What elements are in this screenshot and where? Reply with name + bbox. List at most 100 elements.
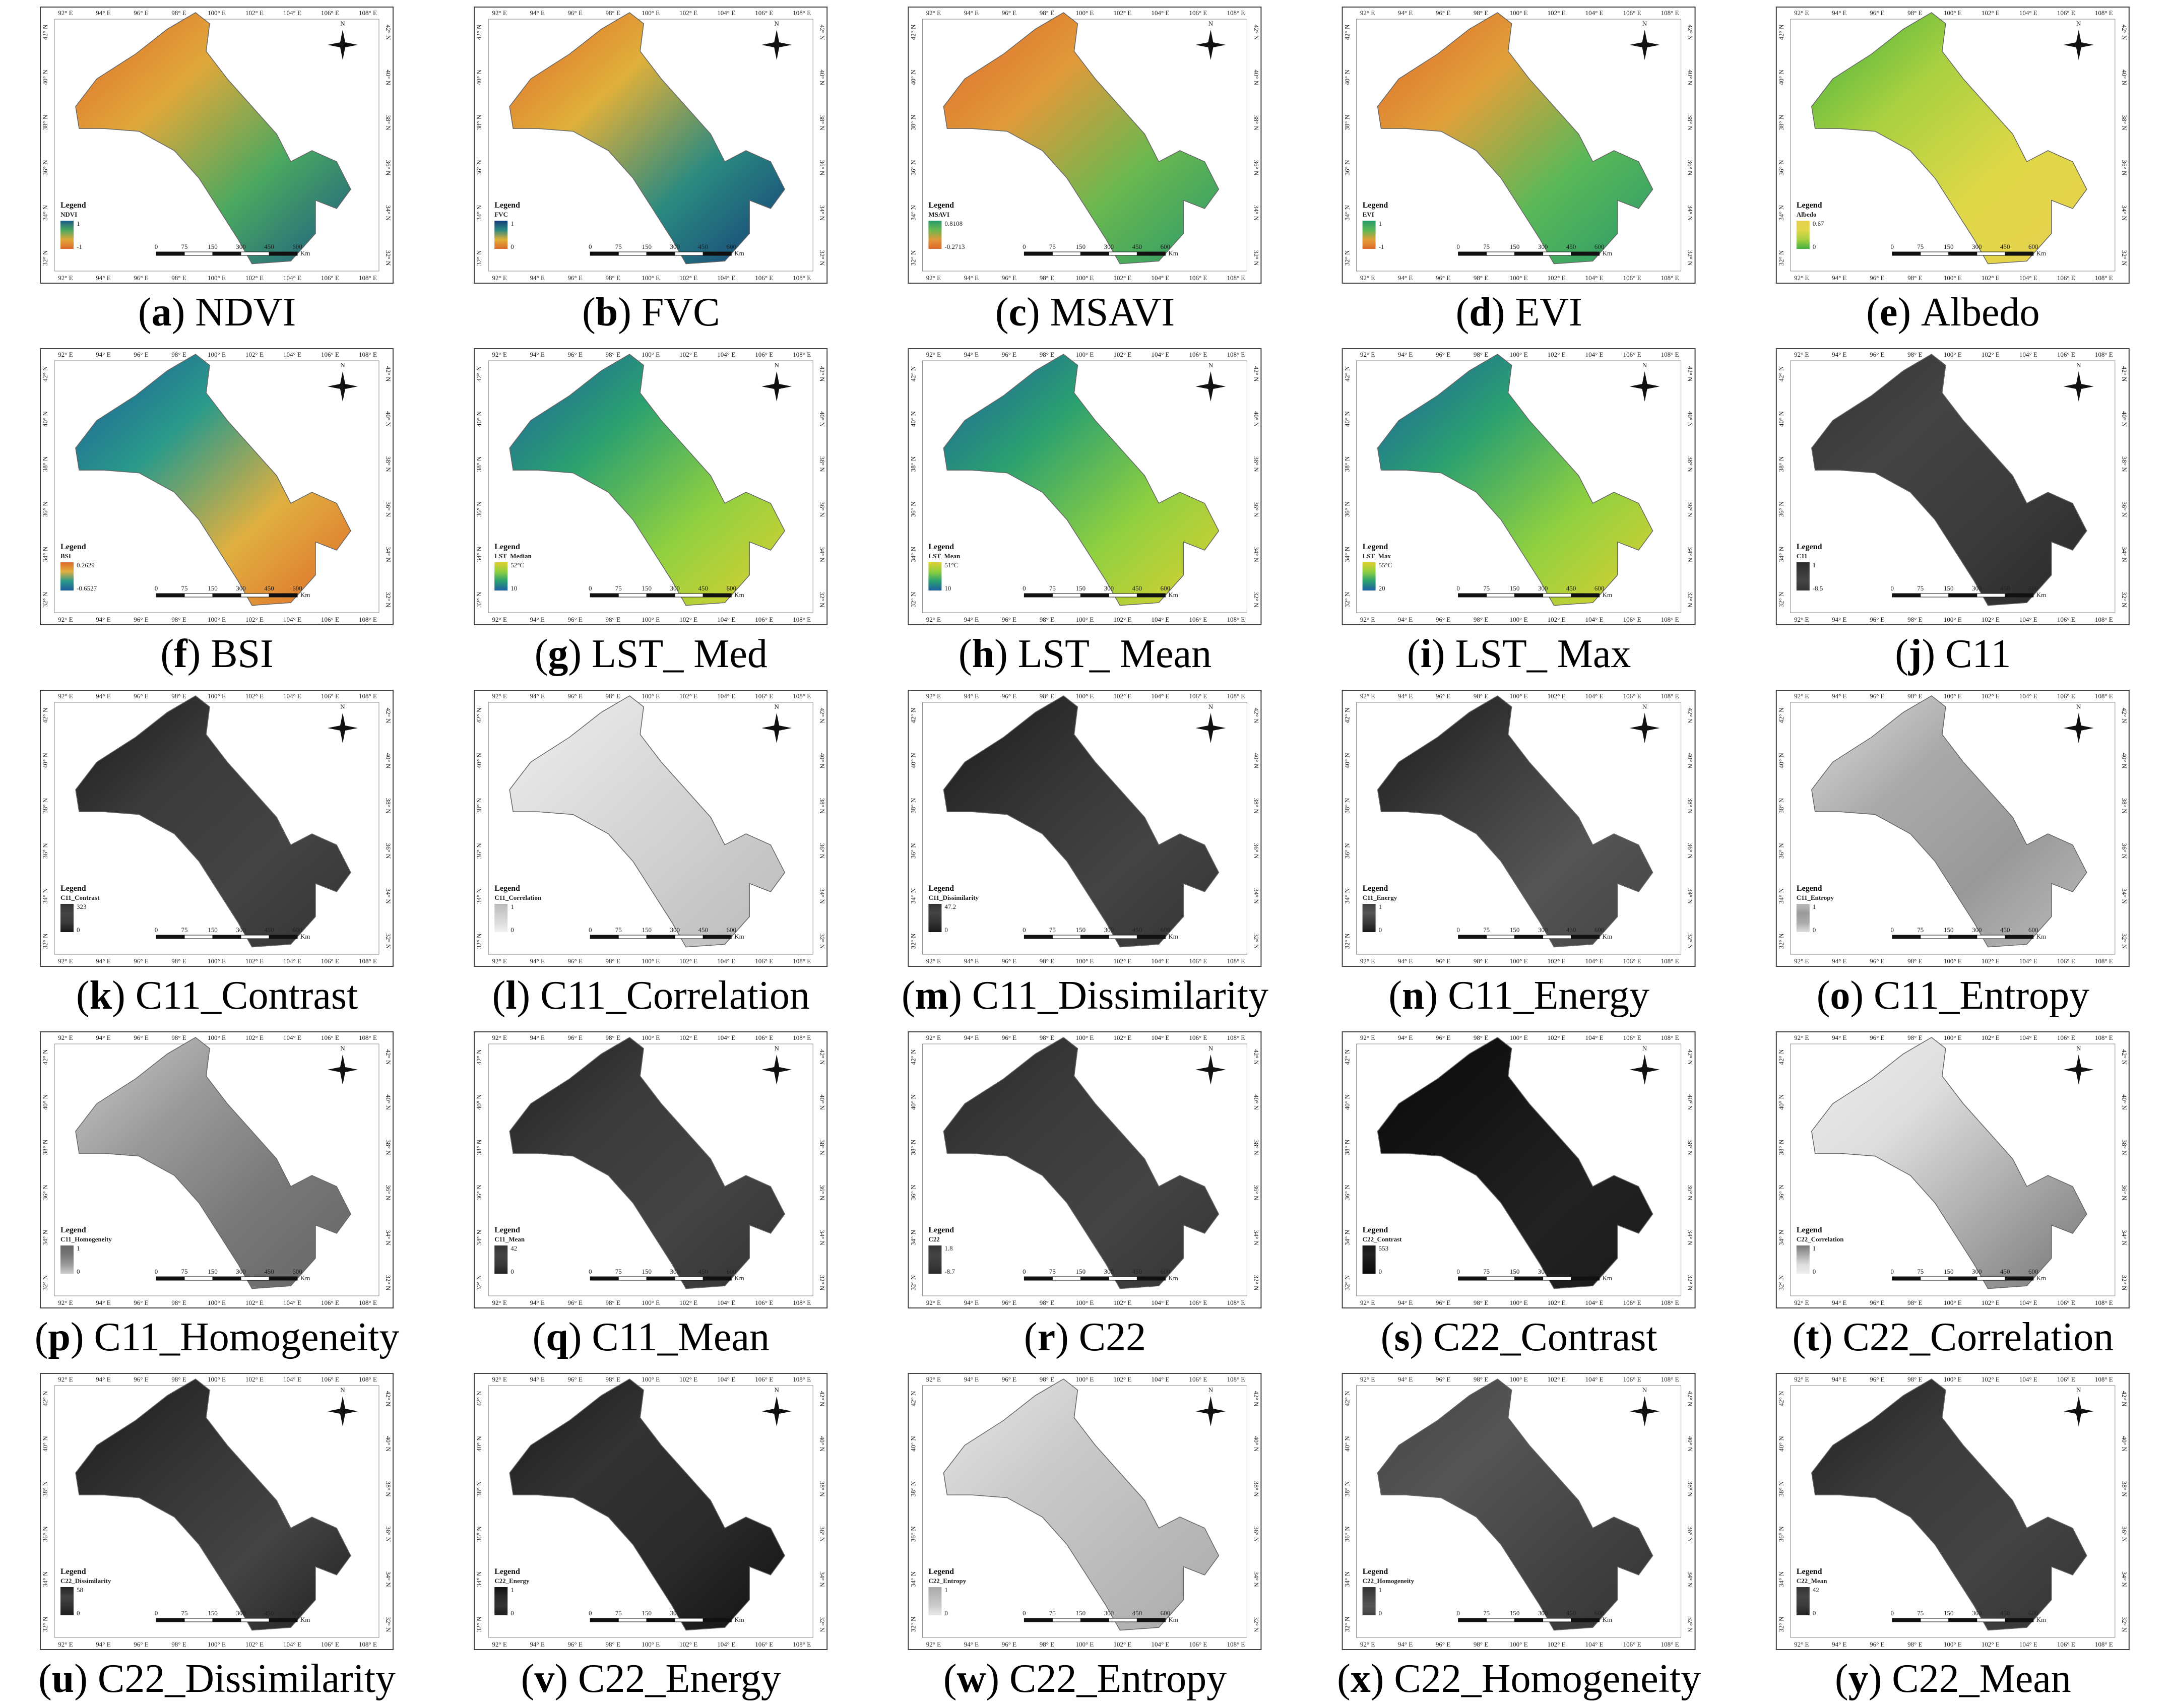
caption-paren: ( [1793, 1315, 1806, 1359]
scale-label: 150 [1510, 1609, 1520, 1617]
lat-label: 38° N [2121, 115, 2128, 130]
lon-label: 98° E [1907, 9, 1922, 17]
lon-label: 92° E [58, 274, 73, 282]
lat-label: 32° N [2121, 934, 2128, 949]
caption-letter: u [52, 1657, 75, 1701]
lon-label: 92° E [926, 1299, 941, 1306]
province-map [75, 354, 351, 606]
scale-label: 0 [1456, 584, 1460, 592]
lon-label: 108° E [1227, 351, 1245, 358]
scale-unit: Km [300, 249, 310, 257]
lon-label: 100° E [1075, 351, 1094, 358]
legend-ramp [60, 1245, 74, 1274]
lon-label: 106° E [2057, 1299, 2075, 1306]
caption-paren: ) [74, 1657, 88, 1701]
lat-label: 38° N [385, 798, 392, 814]
lat-label: 36° N [385, 501, 392, 517]
scale-bar-segment [1948, 251, 1977, 256]
scale-label: 0 [1456, 1268, 1460, 1275]
caption: (g) LST_ Med [535, 632, 768, 676]
lat-label: 38° N [1777, 456, 1785, 472]
lon-label: 96° E [1436, 1299, 1450, 1306]
lon-label: 100° E [1075, 274, 1094, 282]
lat-label: 38° N [1344, 1139, 1351, 1155]
scale-label: 0 [589, 1609, 592, 1617]
lat-label: 38° N [909, 1139, 917, 1155]
caption-letter: h [972, 632, 995, 676]
scale-bar-segment [1458, 251, 1487, 256]
lat-label: 36° N [385, 1526, 392, 1542]
legend-layer: LST_Max [1363, 552, 1391, 560]
panel: 92° E 92° E 94° E 94° E 96° E 96° E 98° E 98° E… [1775, 7, 2130, 335]
lon-label: 92° E [1794, 274, 1809, 282]
scale-bar-segment [1458, 935, 1487, 939]
lon-label: 92° E [492, 1375, 507, 1383]
lon-label: 98° E [1474, 351, 1488, 358]
lon-label: 106° E [321, 957, 339, 965]
lon-label: 98° E [171, 1375, 186, 1383]
province-map [509, 12, 786, 265]
caption: (d) EVI [1456, 290, 1582, 335]
caption-paren: ) [1850, 973, 1864, 1018]
lon-label: 98° E [171, 1299, 186, 1306]
lon-label: 106° E [1189, 616, 1207, 623]
province-map [1377, 695, 1653, 948]
lat-label: 38° N [385, 1481, 392, 1497]
legend-ramp [928, 1245, 942, 1274]
lat-label: 40° N [475, 1094, 483, 1110]
lon-label: 104° E [283, 274, 301, 282]
lon-label: 100° E [1510, 1034, 1528, 1041]
lon-label: 92° E [1360, 1640, 1375, 1648]
lon-label: 102° E [245, 1640, 264, 1648]
lon-label: 108° E [1661, 1375, 1679, 1383]
caption-paren: ( [492, 973, 506, 1018]
map-inner-frame [922, 1385, 1247, 1638]
caption-name: C22_Mean [1892, 1657, 2071, 1701]
scale-label: 450 [1132, 584, 1142, 592]
scale-unit: Km [734, 1616, 744, 1623]
scale-bar-segment [156, 593, 185, 598]
caption-paren: ) [1897, 290, 1911, 335]
scale-label: 600 [726, 926, 736, 934]
scale-label: 300 [670, 1609, 680, 1617]
legend-min: 0 [510, 1268, 514, 1275]
scale-label: 75 [615, 584, 622, 592]
scale-bar-segment [1892, 251, 1921, 256]
lon-label: 106° E [755, 9, 773, 17]
caption-name: Albedo [1921, 290, 2040, 335]
scale-bar-segment [1920, 935, 1949, 939]
lon-label: 108° E [1227, 9, 1245, 17]
scale-label: 75 [1483, 1609, 1490, 1617]
scale-bar-segment [1486, 251, 1515, 256]
lat-label: 34° N [909, 546, 917, 562]
north-arrow [761, 713, 792, 743]
lat-label: 32° N [475, 250, 483, 266]
scale-bar-segment [1108, 251, 1137, 256]
scale-unit: Km [1603, 591, 1613, 599]
lon-label: 106° E [755, 1640, 773, 1648]
lon-label: 102° E [1982, 351, 2000, 358]
scale-label: 450 [1566, 1609, 1576, 1617]
lon-label: 92° E [1360, 692, 1375, 700]
caption: (k) C11_Contrast [76, 973, 358, 1018]
caption: (o) C11_Entropy [1817, 973, 2089, 1018]
legend-max: 1 [77, 220, 80, 227]
lat-label: 38° N [1777, 114, 1785, 130]
lon-label: 96° E [568, 616, 583, 623]
scale-label: 600 [1161, 243, 1171, 250]
north-arrow [1629, 713, 1660, 743]
north-arrow [1195, 371, 1226, 402]
lat-label: 38° N [41, 456, 49, 472]
scale-label: 75 [181, 243, 188, 250]
lat-label: 34° N [475, 1571, 483, 1587]
lat-label: 40° N [1344, 70, 1351, 85]
lat-label: 40° N [475, 411, 483, 427]
province-map [1377, 12, 1653, 265]
caption-paren: ( [1381, 1315, 1394, 1359]
legend-layer: C22_Entropy [928, 1577, 966, 1585]
legend-title: Legend [1797, 201, 1822, 210]
lat-label: 40° N [2121, 753, 2128, 768]
lat-label: 36° N [2121, 1526, 2128, 1542]
legend-min: 0 [510, 1609, 514, 1617]
lat-label: 36° N [385, 843, 392, 859]
